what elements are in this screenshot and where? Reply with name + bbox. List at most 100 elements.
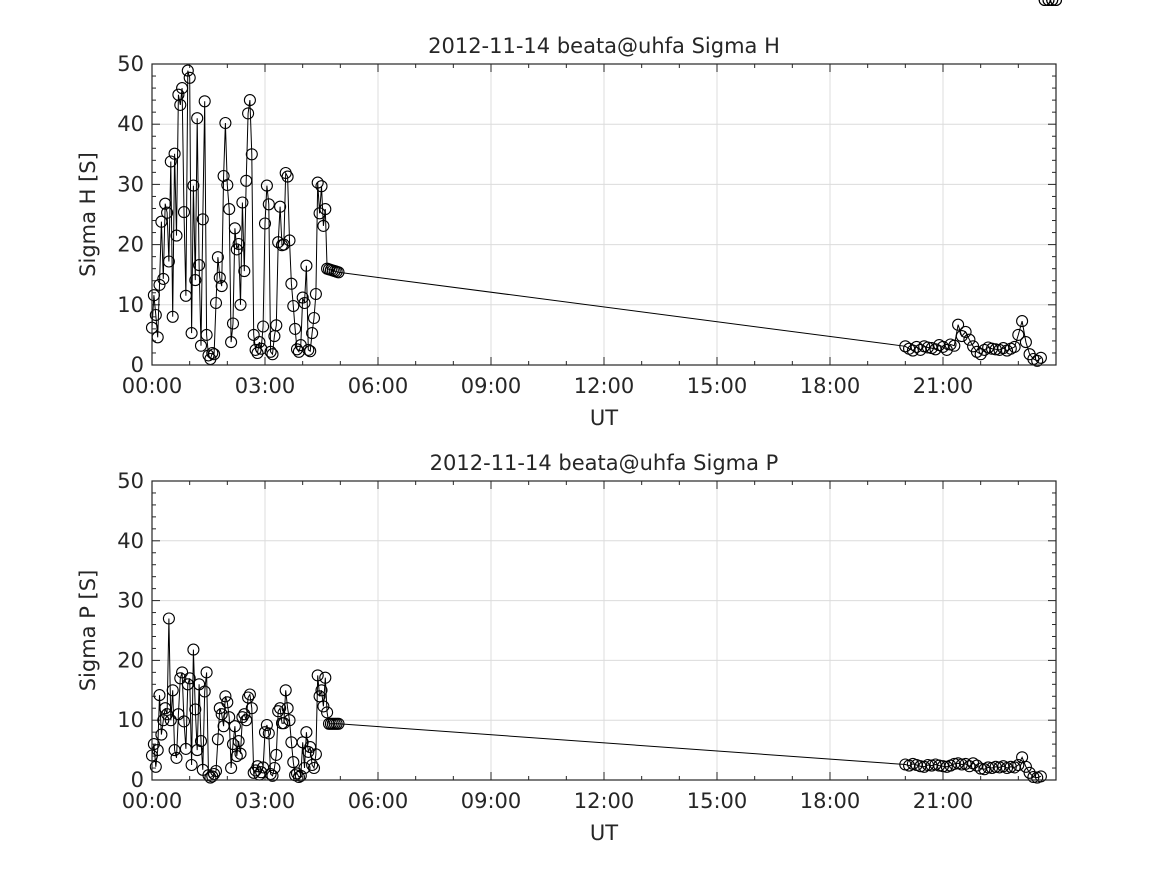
- data-point: [936, 760, 950, 773]
- data-point: [194, 735, 208, 748]
- data-point: [955, 330, 968, 343]
- data-point: [258, 217, 272, 230]
- data-point: [185, 327, 198, 340]
- data-point: [249, 343, 262, 356]
- axis-ticks: 00:00 03:00 06:00 09:00 12:00 15:00 18:00 21:00…: [117, 469, 1057, 813]
- data-point: [226, 317, 240, 330]
- data-point: [225, 761, 238, 775]
- x-tick-label: 06:00: [348, 374, 409, 398]
- data-point: [170, 229, 183, 242]
- data-point: [162, 255, 175, 268]
- data-point: [266, 348, 279, 361]
- data-point: [285, 277, 298, 290]
- x-axis-label: UT: [590, 406, 618, 430]
- data-point: [181, 64, 194, 77]
- x-tick-label: 03:00: [235, 374, 296, 398]
- data-point: [257, 320, 270, 333]
- data-point: [1046, 0, 1059, 7]
- data-point: [209, 764, 223, 778]
- data-point: [191, 112, 204, 125]
- x-tick-label: 15:00: [687, 789, 748, 813]
- data-point: [238, 708, 251, 721]
- y-tick-label: 0: [131, 768, 144, 792]
- data-point: [306, 758, 319, 772]
- x-tick-label: 09:00: [461, 789, 522, 813]
- x-axis-label: UT: [590, 821, 618, 845]
- data-point: [294, 769, 307, 782]
- data-point: [168, 147, 181, 160]
- data-point: [262, 198, 275, 211]
- data-point: [298, 761, 311, 775]
- data-point: [176, 82, 189, 95]
- data-point: [300, 726, 313, 739]
- data-point: [149, 308, 162, 322]
- series-line: [151, 618, 1042, 779]
- x-tick-label: 12:00: [574, 374, 635, 398]
- chart-title: 2012-11-14 beata@uhfa Sigma P: [430, 451, 779, 475]
- data-point: [948, 339, 961, 352]
- data-point: [147, 289, 160, 302]
- data-point: [289, 322, 302, 335]
- data-point: [166, 310, 179, 323]
- data-point: [223, 203, 236, 216]
- y-tick-label: 30: [117, 172, 144, 196]
- data-point: [287, 299, 300, 313]
- y-tick-label: 0: [131, 353, 144, 377]
- data-point: [225, 336, 238, 349]
- chart-title: 2012-11-14 beata@uhfa Sigma H: [428, 34, 780, 58]
- data-point: [177, 206, 191, 219]
- data-point: [1038, 0, 1051, 7]
- data-point: [211, 251, 224, 264]
- x-tick-label: 00:00: [122, 374, 183, 398]
- data-point: [281, 702, 294, 715]
- data-point: [157, 714, 170, 727]
- x-tick-label: 00:00: [122, 789, 183, 813]
- x-tick-label: 21:00: [913, 789, 974, 813]
- data-point: [196, 213, 209, 226]
- data-point: [177, 715, 191, 728]
- data-point: [238, 265, 251, 278]
- grid: [152, 64, 1056, 365]
- data-point: [1019, 760, 1032, 773]
- data-point: [147, 738, 160, 751]
- data-point: [232, 237, 245, 251]
- sigma-h-plot: 2012-11-14 beata@uhfa Sigma H 00:00 03:00…: [76, 0, 1063, 430]
- data-point: [306, 327, 319, 340]
- y-tick-label: 20: [117, 233, 144, 257]
- data-point: [193, 259, 206, 272]
- data-point: [183, 71, 196, 84]
- data-point: [270, 319, 283, 332]
- y-tick-label: 10: [117, 708, 144, 732]
- data-point: [307, 761, 321, 775]
- data-point: [311, 669, 324, 682]
- data-point: [243, 688, 256, 701]
- data-point: [198, 685, 211, 698]
- data-point: [315, 684, 328, 697]
- data-point: [283, 714, 296, 727]
- data-point: [221, 178, 234, 192]
- data-point: [959, 325, 972, 338]
- data-point: [253, 336, 266, 349]
- data-point: [1042, 0, 1055, 7]
- data-point: [260, 718, 273, 732]
- data-point: [228, 222, 241, 235]
- data-point: [159, 197, 172, 210]
- x-tick-label: 21:00: [913, 374, 974, 398]
- data-point: [311, 176, 324, 189]
- data-point: [185, 758, 198, 772]
- data-point: [153, 689, 166, 702]
- data-point: [161, 206, 174, 219]
- data-point: [302, 343, 315, 356]
- data-point: [1027, 770, 1040, 784]
- data-point: [970, 759, 983, 772]
- y-tick-label: 40: [117, 112, 144, 136]
- data-point: [230, 750, 243, 763]
- data-point: [242, 691, 255, 704]
- data-point: [213, 702, 226, 715]
- x-tick-label: 03:00: [235, 789, 296, 813]
- data-point: [179, 289, 192, 302]
- data-point: [277, 717, 290, 730]
- data-point: [166, 684, 179, 697]
- data-point: [1031, 354, 1044, 367]
- y-tick-label: 50: [117, 52, 144, 76]
